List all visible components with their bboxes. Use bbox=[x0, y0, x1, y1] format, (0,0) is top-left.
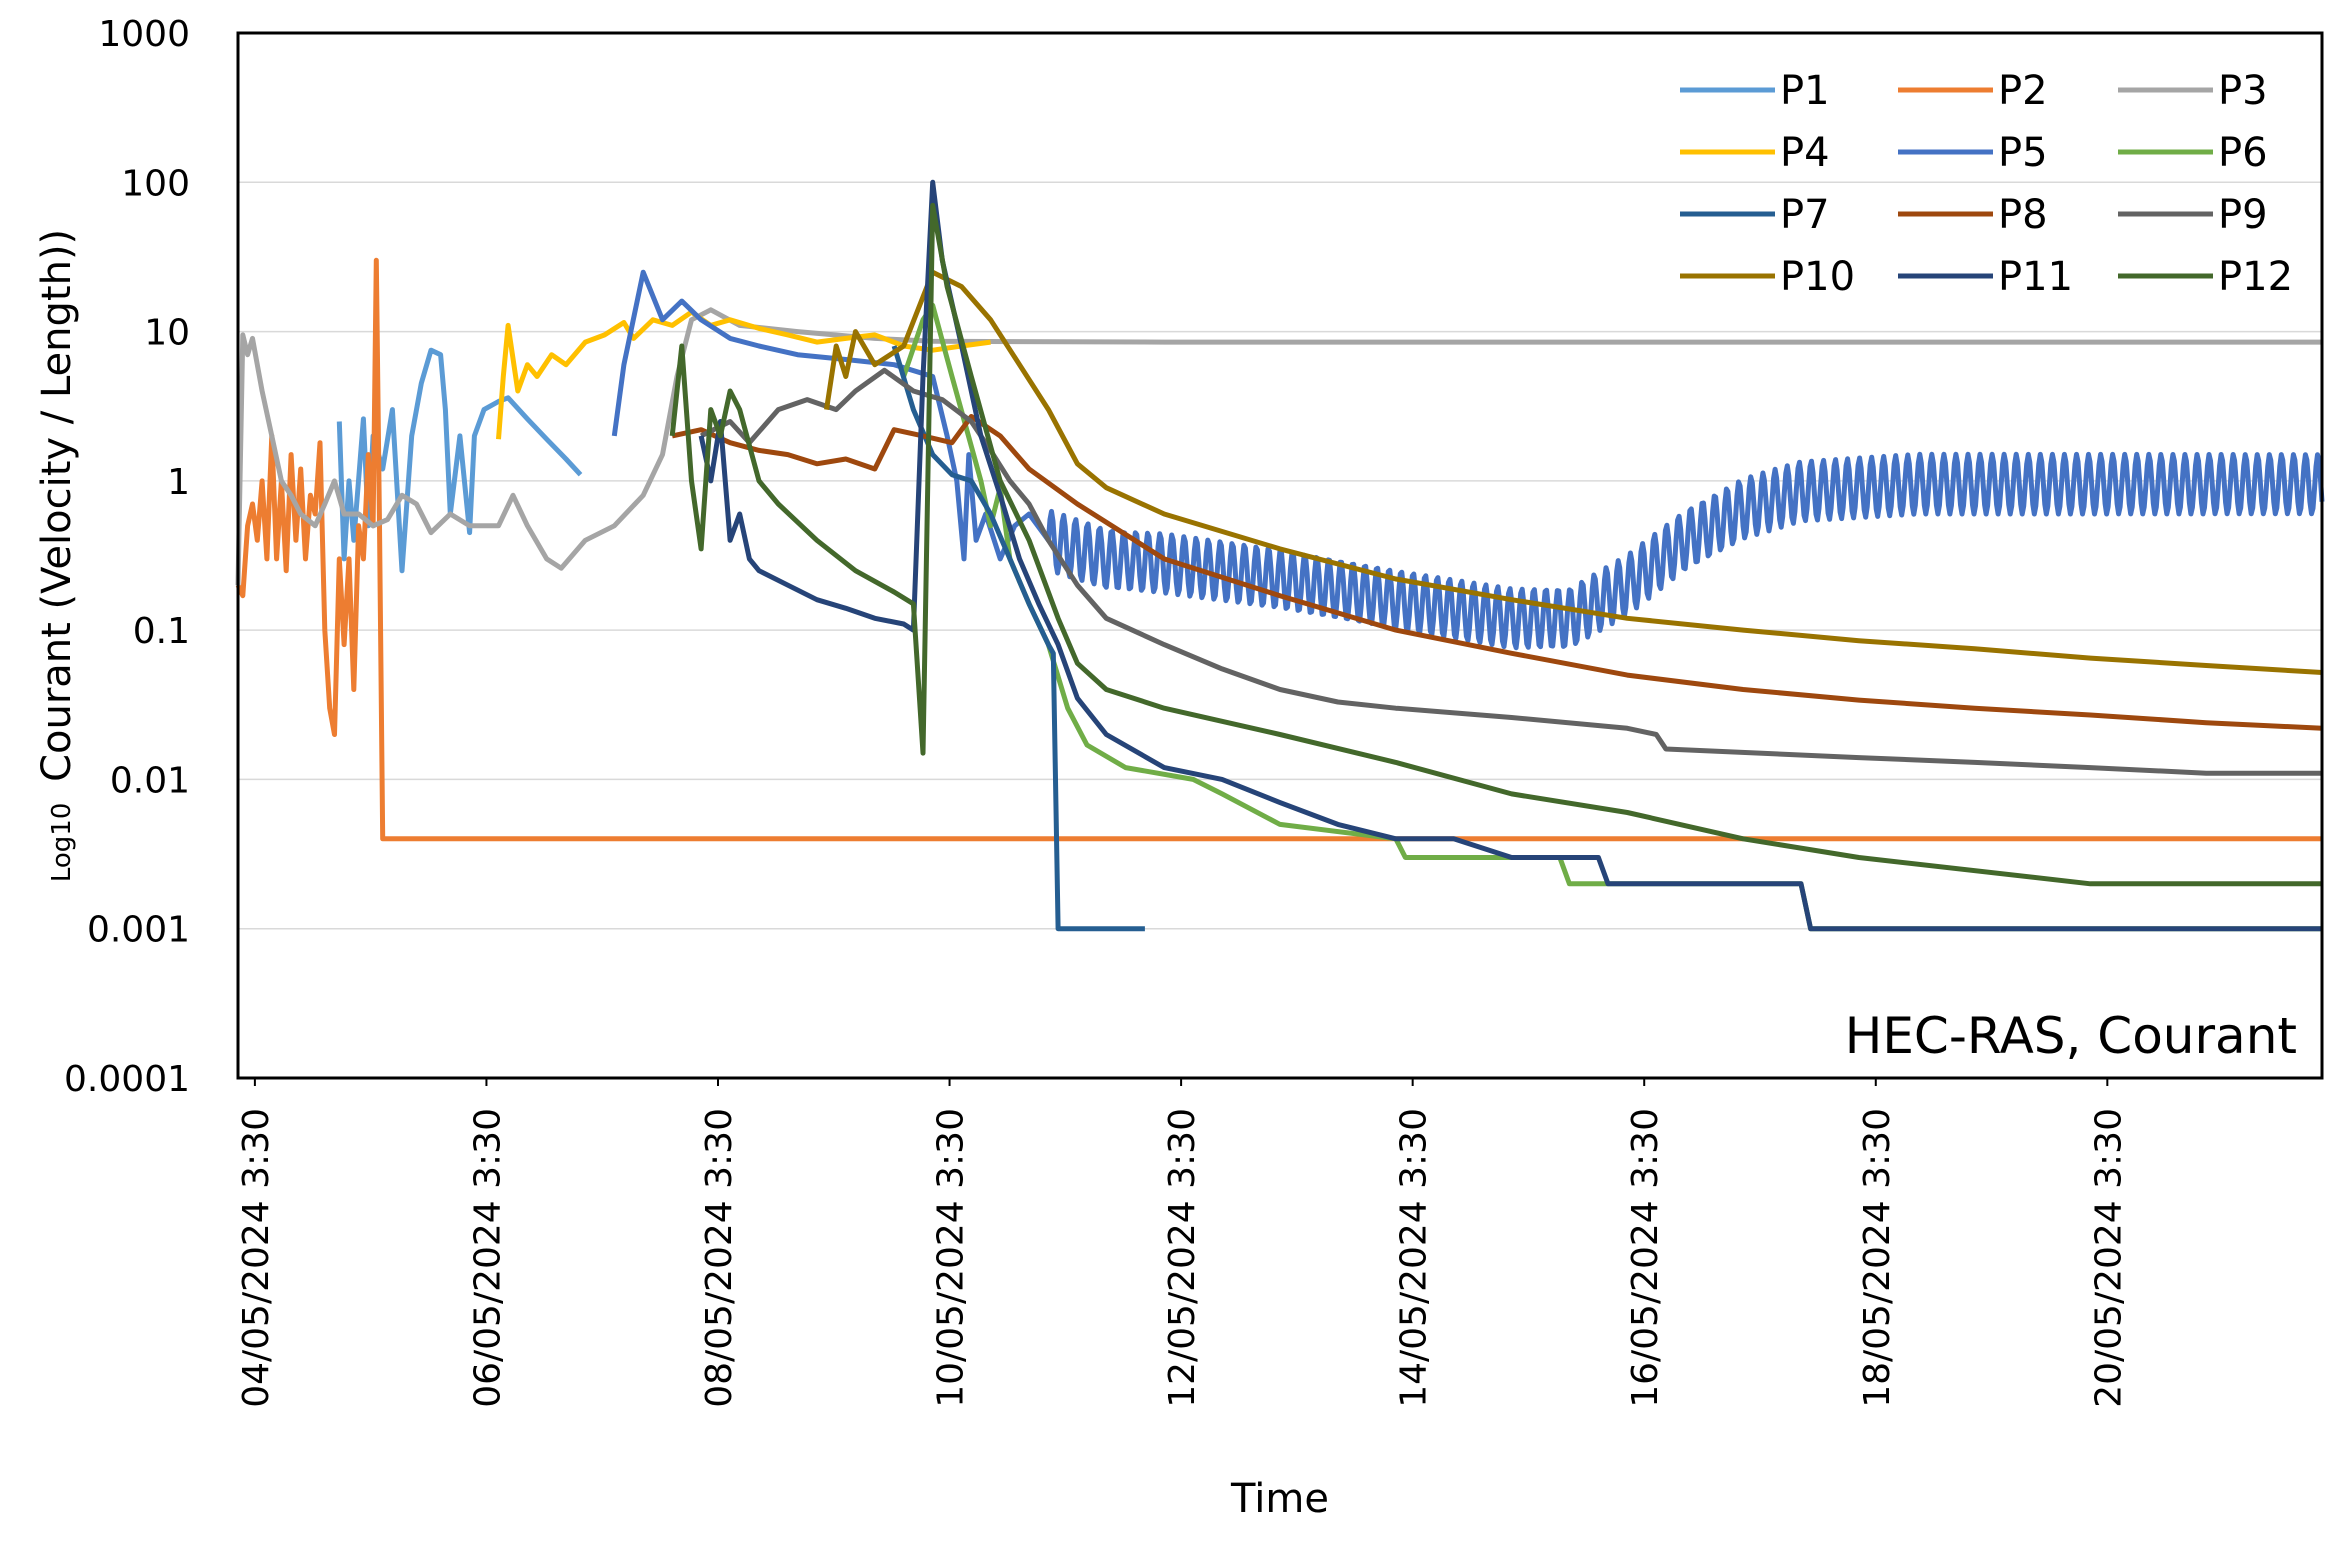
legend-item-p1: P1 bbox=[1680, 68, 1830, 114]
y-tick-label: 1 bbox=[167, 462, 190, 503]
x-tick-label: 10/05/2024 3:30 bbox=[931, 1108, 972, 1408]
x-tick-label: 16/05/2024 3:30 bbox=[1625, 1108, 1666, 1408]
legend-label: P11 bbox=[1998, 254, 2073, 300]
series-line-p11 bbox=[698, 179, 2322, 932]
legend-item-p12: P12 bbox=[2118, 254, 2293, 300]
x-tick-label: 14/05/2024 3:30 bbox=[1394, 1108, 1435, 1408]
series-line-p9 bbox=[699, 367, 2322, 776]
legend-label: P3 bbox=[2218, 68, 2268, 114]
series-line-p2 bbox=[235, 257, 2322, 842]
legend-item-p10: P10 bbox=[1680, 254, 1855, 300]
legend-label: P12 bbox=[2218, 254, 2293, 300]
x-tick-label: 18/05/2024 3:30 bbox=[1857, 1108, 1898, 1408]
series-line-p6 bbox=[901, 302, 2322, 932]
model-annotation: HEC-RAS, Courant bbox=[1845, 1007, 2297, 1065]
legend-label: P7 bbox=[1780, 192, 1830, 238]
y-tick-label: 0.001 bbox=[87, 910, 190, 951]
legend-label: P6 bbox=[2218, 130, 2268, 176]
x-tick-label: 08/05/2024 3:30 bbox=[699, 1108, 740, 1408]
legend-label: P10 bbox=[1780, 254, 1855, 300]
y-tick-label: 10 bbox=[144, 313, 190, 354]
x-tick-label: 12/05/2024 3:30 bbox=[1162, 1108, 1203, 1408]
x-axis-ticks: 04/05/2024 3:30 06/05/2024 3:30 08/05/2024… bbox=[236, 1078, 2129, 1408]
legend-label: P8 bbox=[1998, 192, 2048, 238]
legend-item-p8: P8 bbox=[1898, 192, 2048, 238]
x-tick-label: 20/05/2024 3:30 bbox=[2088, 1108, 2129, 1408]
legend-item-p9: P9 bbox=[2118, 192, 2268, 238]
y-tick-label: 0.0001 bbox=[64, 1059, 190, 1100]
y-tick-label: 100 bbox=[121, 163, 190, 204]
x-tick-label: 06/05/2024 3:30 bbox=[467, 1108, 508, 1408]
series-line-p3 bbox=[235, 307, 2322, 586]
legend-label: P9 bbox=[2218, 192, 2268, 238]
legend-label: P1 bbox=[1780, 68, 1830, 114]
gridlines bbox=[238, 32, 2322, 1079]
legend-item-p5: P5 bbox=[1898, 130, 2048, 176]
series-line-p1 bbox=[336, 347, 583, 574]
legend-item-p3: P3 bbox=[2118, 68, 2268, 114]
series-line-p5 bbox=[611, 269, 2325, 651]
legend-item-p6: P6 bbox=[2118, 130, 2268, 176]
y-axis-title-prefix: Log10 bbox=[47, 803, 77, 883]
plot-area bbox=[236, 31, 2324, 1080]
y-tick-label: 1000 bbox=[98, 14, 190, 55]
legend-item-p2: P2 bbox=[1898, 68, 2048, 114]
y-axis-title-main: Courant (Velocity / Length)) bbox=[34, 229, 80, 782]
legend-label: P5 bbox=[1998, 130, 2048, 176]
y-axis-ticks: 1000 100 10 1 0.1 0.01 0.001 0.0001 bbox=[64, 14, 190, 1100]
series-line-p10 bbox=[824, 269, 2323, 675]
y-tick-label: 0.01 bbox=[110, 760, 190, 801]
legend-item-p7: P7 bbox=[1680, 192, 1830, 238]
legend-item-p11: P11 bbox=[1898, 254, 2073, 300]
y-tick-label: 0.1 bbox=[133, 611, 190, 652]
x-axis-title: Time bbox=[1230, 1476, 1329, 1522]
series-lines bbox=[235, 179, 2325, 932]
x-tick-label: 04/05/2024 3:30 bbox=[236, 1108, 277, 1408]
series-line-p4 bbox=[496, 309, 991, 440]
legend-label: P4 bbox=[1780, 130, 1830, 176]
series-line-p12 bbox=[669, 202, 2322, 887]
legend-label: P2 bbox=[1998, 68, 2048, 114]
legend-item-p4: P4 bbox=[1680, 130, 1830, 176]
legend: P1 P2 P3 P4 P5 P6 P7 P8 P9 P10 P11 P12 bbox=[1680, 68, 2293, 300]
y-axis-title: Log10 Courant (Velocity / Length)) bbox=[34, 229, 80, 882]
series-line-p8 bbox=[671, 414, 2323, 731]
